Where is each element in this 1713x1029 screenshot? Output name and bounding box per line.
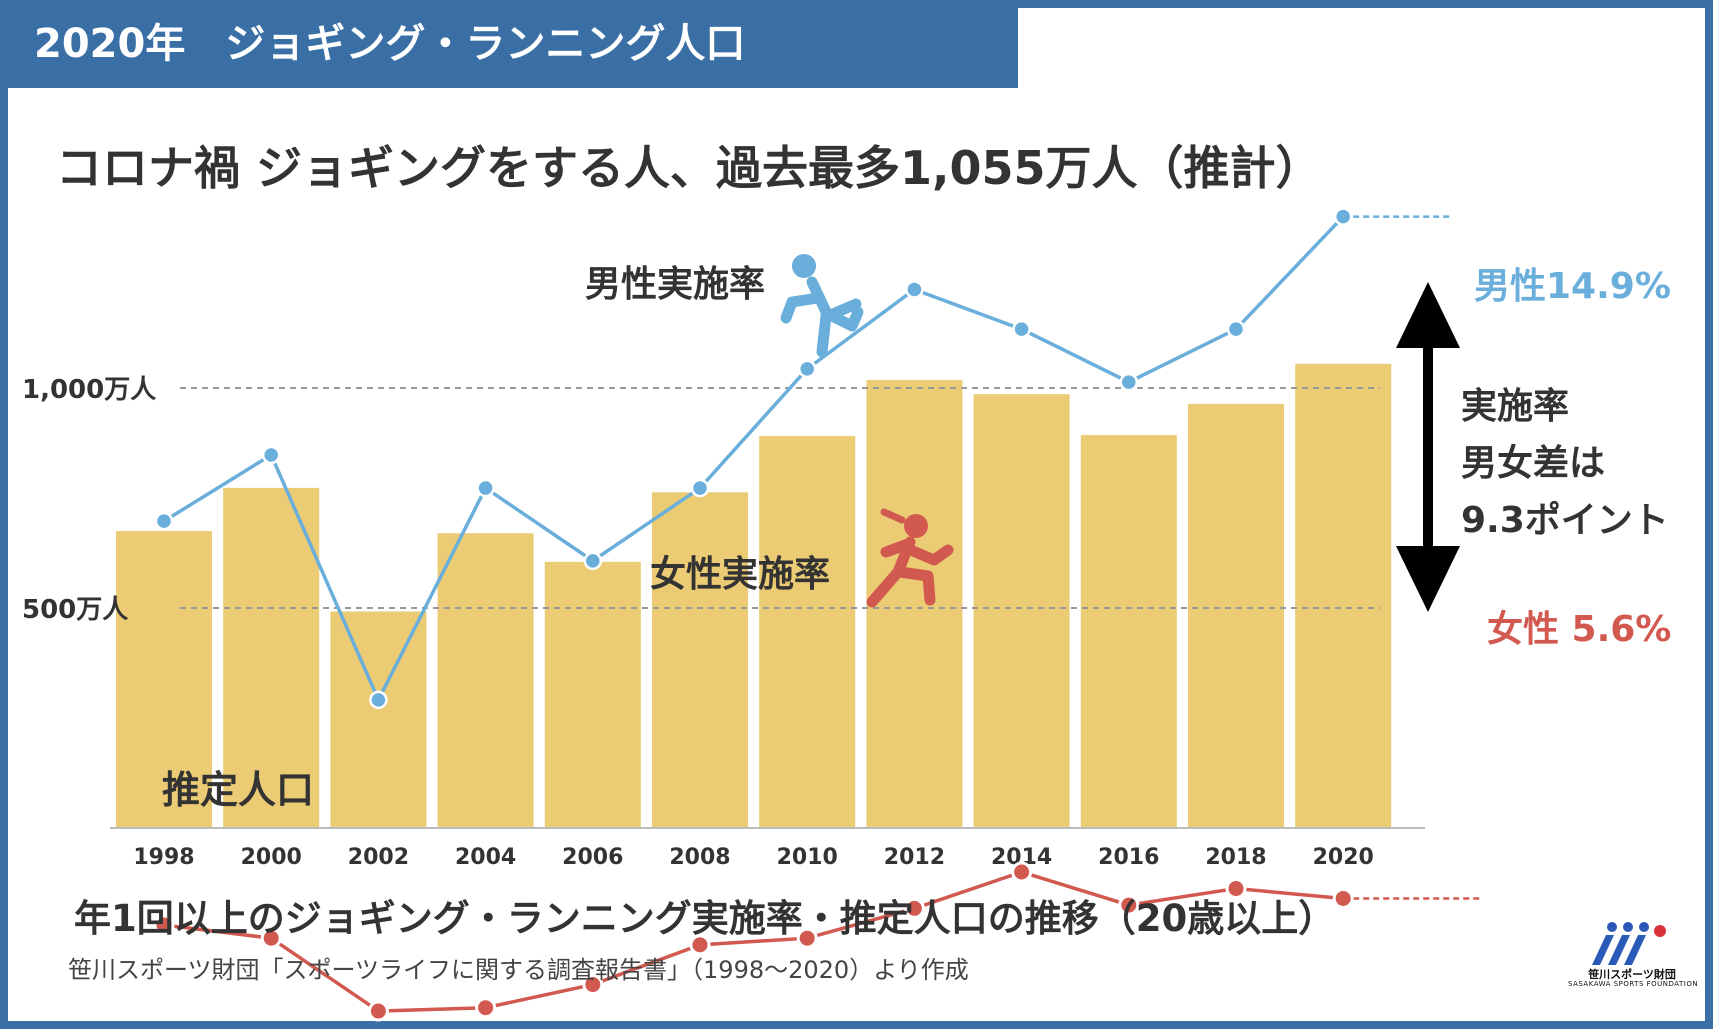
female-point [796, 927, 818, 949]
series-line-male [163, 215, 1345, 704]
x-tick-label: 2020 [1313, 845, 1374, 870]
female-point [367, 1000, 389, 1022]
population-bar [437, 533, 534, 828]
population-bar [652, 492, 748, 828]
female-point [153, 914, 175, 936]
male-point [154, 511, 174, 531]
y-tick-label: 500万人 [22, 595, 128, 625]
population-bar [223, 487, 320, 828]
female-point [689, 934, 711, 956]
population-bar [330, 611, 427, 828]
male-point [1333, 207, 1353, 226]
population-bar [1295, 363, 1392, 828]
female-series-label: 女性実施率 [650, 554, 830, 595]
female-point [582, 974, 604, 996]
x-tick-label: 2002 [348, 845, 409, 870]
source-note: 笹川スポーツ財団「スポーツライフに関する調査報告書」（1998〜2020）より作… [68, 956, 969, 984]
logo-subtext: SASAKAWA SPORTS FOUNDATION [1568, 980, 1699, 988]
male-point [476, 478, 495, 498]
male-point [583, 551, 603, 571]
logo-text: 笹川スポーツ財団 [1588, 968, 1676, 981]
population-bar [1188, 403, 1284, 828]
male-point [1012, 319, 1031, 339]
male-series-label: 男性実施率 [585, 264, 765, 305]
population-bar [973, 394, 1070, 828]
male-point [261, 445, 281, 465]
foundation-logo-icon [1592, 922, 1666, 965]
gap-arrow-up-head [1396, 282, 1460, 348]
female-point [1332, 887, 1354, 909]
female-point [260, 927, 282, 949]
chart-caption: 年1回以上のジョギング・ランニング実施率・推定人口の推移（20歳以上） [74, 897, 1336, 940]
bars-label: 推定人口 [162, 768, 314, 812]
y-tick-label: 1,000万人 [22, 375, 156, 405]
male-end-label: 男性14.9% [1474, 266, 1671, 307]
female-point [475, 997, 497, 1019]
runner-male-icon [780, 254, 864, 358]
x-tick-label: 2000 [241, 845, 302, 870]
female-end-label: 女性 5.6% [1487, 609, 1671, 650]
male-point [690, 478, 710, 498]
series-line-female [163, 870, 1344, 1013]
female-point [903, 897, 925, 919]
female-point [1118, 894, 1140, 916]
female-point [1225, 878, 1247, 900]
male-point [905, 280, 924, 299]
runner-female-icon [866, 508, 954, 608]
gap-annotation-line: 実施率 [1461, 386, 1569, 427]
population-bar [544, 561, 641, 828]
gap-arrow-down-head [1396, 546, 1460, 612]
male-point [1119, 372, 1139, 392]
x-tick-label: 2006 [562, 845, 623, 870]
x-tick-label: 2012 [884, 845, 945, 870]
male-point [1226, 319, 1246, 339]
population-bar [866, 380, 963, 828]
header-title: 2020年 ジョギング・ランニング人口 [0, 0, 1018, 88]
x-tick-label: 2018 [1205, 845, 1266, 870]
gap-annotation-line: 9.3ポイント [1461, 499, 1669, 541]
x-tick-label: 2008 [669, 845, 730, 870]
population-bar [1080, 435, 1177, 828]
male-point [797, 359, 817, 379]
female-point [1011, 861, 1033, 883]
male-point [369, 690, 388, 710]
population-bar [759, 435, 856, 828]
chart-subtitle: コロナ禍 ジョギングをする人、過去最多1,055万人（推計） [56, 141, 1322, 195]
x-tick-label: 1998 [133, 845, 194, 870]
x-tick-label: 2004 [455, 845, 516, 870]
x-tick-label: 2016 [1098, 845, 1159, 870]
gap-annotation-line: 男女差は [1461, 443, 1605, 484]
x-tick-label: 2010 [777, 845, 838, 870]
population-bar [116, 531, 212, 828]
